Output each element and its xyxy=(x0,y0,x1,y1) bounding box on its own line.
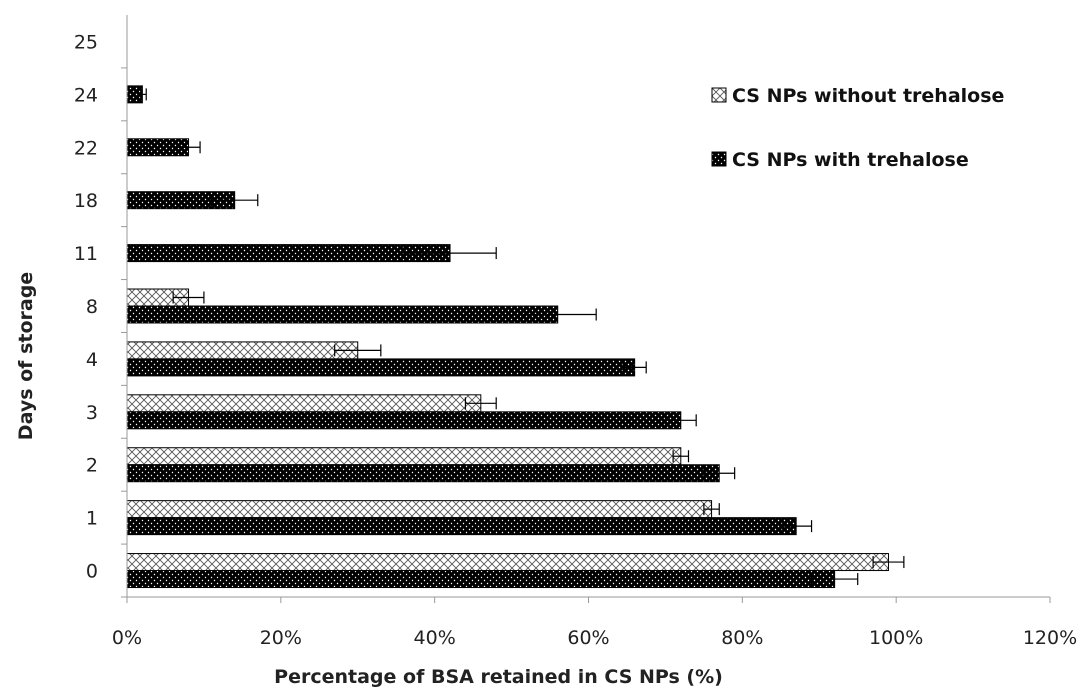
bar-without-trehalose-day-0 xyxy=(126,553,889,572)
bar-without-trehalose-day-1 xyxy=(126,500,713,519)
x-tick-label: 80% xyxy=(721,627,763,649)
bar-with-trehalose-day-4 xyxy=(126,358,636,377)
legend-swatch-with-trehalose xyxy=(711,151,727,167)
bar-with-trehalose-day-11 xyxy=(126,244,451,263)
bar-without-trehalose-day-3 xyxy=(126,394,482,413)
x-tick-label: 100% xyxy=(869,627,923,649)
y-tick-label: 24 xyxy=(74,84,98,106)
y-axis-title: Days of storage xyxy=(15,272,37,440)
error-bars-layer xyxy=(137,88,905,586)
y-tick-label: 8 xyxy=(86,296,98,318)
legend-label-with-trehalose: CS NPs with trehalose xyxy=(732,149,969,171)
y-tick-label: 25 xyxy=(74,31,98,53)
x-tick-label: 120% xyxy=(1023,627,1077,649)
y-tick-label: 22 xyxy=(74,137,98,159)
y-tick-label: 2 xyxy=(86,455,98,477)
bar-without-trehalose-day-2 xyxy=(126,447,682,466)
y-tick-label: 11 xyxy=(74,243,98,265)
y-tick-label: 1 xyxy=(86,508,98,530)
x-tick-label: 0% xyxy=(112,627,142,649)
bar-with-trehalose-day-2 xyxy=(126,464,720,483)
y-tick-label: 18 xyxy=(74,190,98,212)
x-tick-label: 60% xyxy=(567,627,609,649)
x-tick-label: 20% xyxy=(260,627,302,649)
legend-label-without-trehalose: CS NPs without trehalose xyxy=(732,85,1004,107)
bar-without-trehalose-day-4 xyxy=(126,341,359,360)
legend-swatch-without-trehalose xyxy=(711,87,727,103)
bar-with-trehalose-day-0 xyxy=(126,570,836,589)
bar-with-trehalose-day-3 xyxy=(126,411,682,430)
x-axis-title: Percentage of BSA retained in CS NPs (%) xyxy=(274,666,723,688)
x-tick-label: 40% xyxy=(414,627,456,649)
legend: CS NPs without trehalose CS NPs with tre… xyxy=(711,85,1004,171)
legend-item-with-trehalose: CS NPs with trehalose xyxy=(711,149,969,171)
y-tick-label: 0 xyxy=(86,561,98,583)
legend-item-without-trehalose: CS NPs without trehalose xyxy=(711,85,1004,107)
y-tick-label: 3 xyxy=(86,402,98,424)
y-tick-label: 4 xyxy=(86,349,98,371)
bar-with-trehalose-day-8 xyxy=(126,305,559,324)
y-ticks: 0 1 2 3 4 8 11 18 22 24 25 xyxy=(74,31,127,598)
bar-with-trehalose-day-1 xyxy=(126,517,797,536)
x-ticks: 0% 20% 40% 60% 80% 100% 120% xyxy=(112,597,1077,649)
